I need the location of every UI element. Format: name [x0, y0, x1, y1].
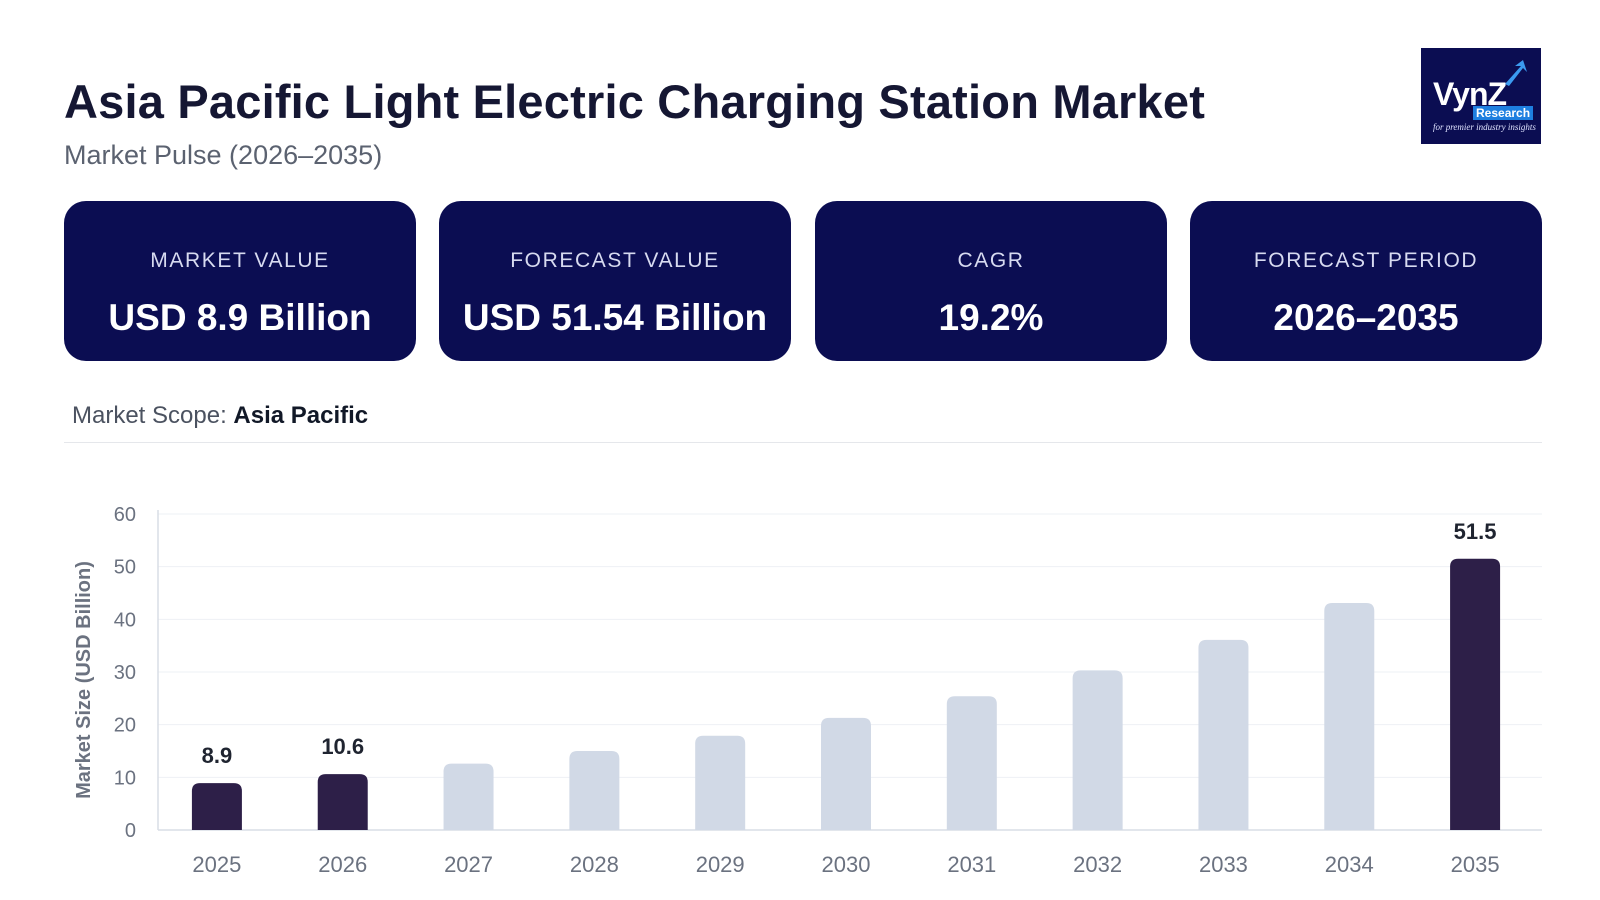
y-tick-label: 60 — [114, 504, 136, 526]
kpi-label: CAGR — [957, 249, 1025, 272]
y-tick-label: 20 — [114, 715, 136, 737]
x-tick-label: 2028 — [570, 852, 619, 877]
kpi-label: MARKET VALUE — [150, 249, 330, 272]
bar-2033 — [1198, 639, 1249, 830]
kpi-card-cagr: CAGR 19.2% — [815, 201, 1167, 361]
kpi-card-forecast-period: FORECAST PERIOD 2026–2035 — [1190, 201, 1542, 361]
data-label-2035: 51.5 — [1454, 519, 1497, 544]
kpi-card-market-value: MARKET VALUE USD 8.9 Billion — [64, 201, 416, 361]
logo-research: Research — [1473, 106, 1534, 120]
x-tick-label: 2025 — [192, 852, 241, 877]
bar-2028 — [569, 751, 620, 830]
y-tick-label: 50 — [114, 557, 136, 579]
kpi-value: USD 51.54 Billion — [462, 297, 768, 338]
vynz-logo: VynZ Research for premier industry insig… — [1421, 48, 1541, 144]
x-tick-label: 2035 — [1451, 852, 1500, 877]
x-tick-label: 2034 — [1325, 852, 1374, 877]
kpi-label: FORECAST PERIOD — [1253, 249, 1479, 272]
logo-tagline: for premier industry insights — [1433, 122, 1536, 132]
kpi-value: USD 8.9 Billion — [108, 297, 372, 338]
bar-2031 — [946, 696, 997, 830]
bar-2034 — [1324, 603, 1375, 830]
x-tick-label: 2026 — [318, 852, 367, 877]
market-scope-label: Market Scope: — [72, 402, 227, 429]
bar-2030 — [821, 717, 871, 830]
bar-2027 — [443, 763, 494, 830]
x-tick-label: 2029 — [696, 852, 745, 877]
page-title: Asia Pacific Light Electric Charging Sta… — [64, 75, 1206, 128]
market-scope: Market Scope: Asia Pacific — [72, 402, 368, 430]
kpi-label: FORECAST VALUE — [510, 249, 720, 272]
kpi-card-forecast-value: FORECAST VALUE USD 51.54 Billion — [439, 201, 791, 361]
bar-2032 — [1072, 670, 1123, 830]
y-tick-label: 0 — [125, 820, 136, 842]
kpi-value: 2026–2035 — [1273, 297, 1459, 338]
y-tick-label: 10 — [114, 767, 136, 789]
market-scope-value: Asia Pacific — [233, 402, 369, 429]
kpi-cards: MARKET VALUE USD 8.9 Billion FORECAST VA… — [64, 201, 1542, 361]
divider — [64, 442, 1542, 443]
bar-2026 — [317, 774, 368, 830]
x-tick-label: 2031 — [947, 852, 996, 877]
x-tick-label: 2027 — [444, 852, 493, 877]
arrow-icon — [1505, 60, 1527, 86]
y-axis-title: Market Size (USD Billion) — [73, 561, 95, 799]
x-tick-label: 2030 — [822, 852, 871, 877]
bar-2029 — [695, 735, 746, 830]
bar-2025 — [191, 783, 242, 830]
page-subtitle: Market Pulse (2026–2035) — [64, 140, 383, 170]
y-tick-label: 30 — [114, 662, 136, 684]
data-label-2026: 10.6 — [321, 734, 364, 759]
y-tick-label: 40 — [114, 609, 136, 631]
x-tick-label: 2033 — [1199, 852, 1248, 877]
data-label-2025: 8.9 — [202, 743, 233, 768]
x-tick-label: 2032 — [1073, 852, 1122, 877]
bar-2035 — [1450, 558, 1501, 830]
kpi-value: 19.2% — [938, 297, 1044, 338]
